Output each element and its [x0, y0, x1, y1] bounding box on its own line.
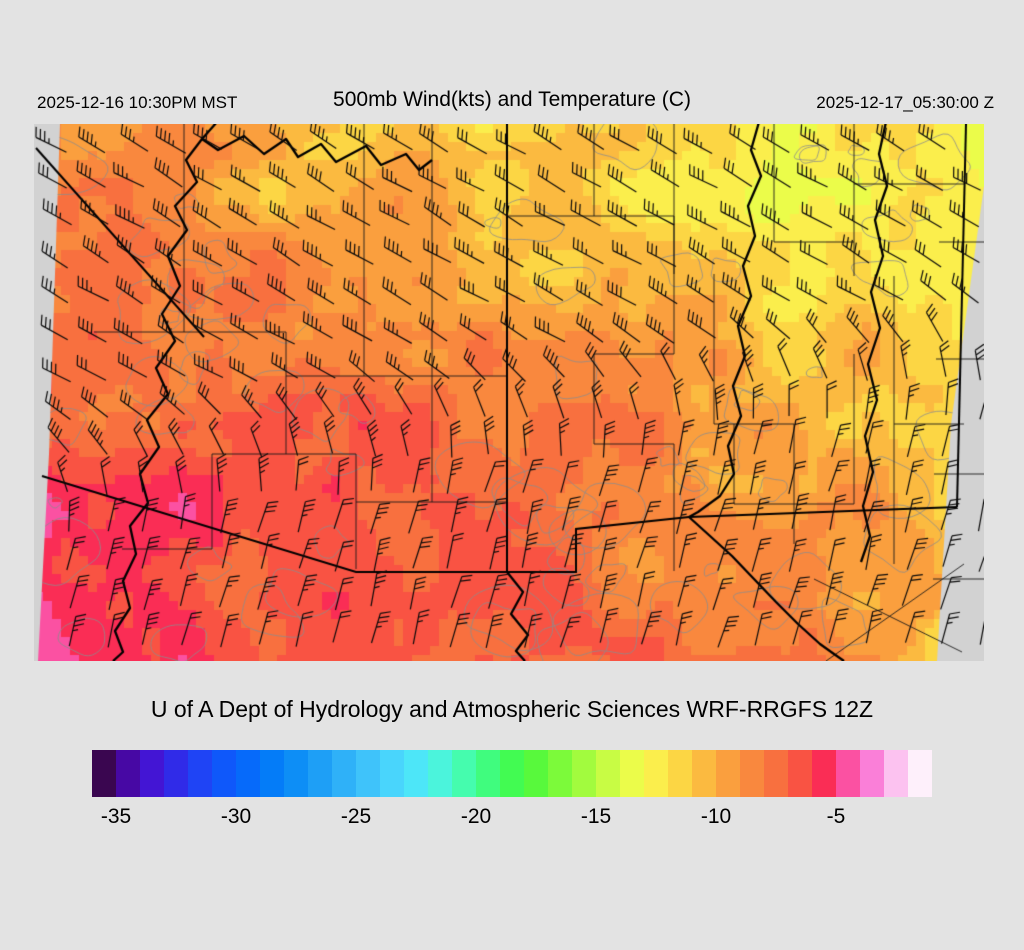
colorbar-segment	[548, 750, 572, 797]
colorbar-segment	[116, 750, 140, 797]
colorbar-segment	[812, 750, 836, 797]
colorbar-tick-label: -25	[340, 805, 372, 828]
colorbar-segment	[404, 750, 428, 797]
valid-time-utc: 2025-12-17_05:30:00 Z	[816, 93, 994, 112]
colorbar-segment	[740, 750, 764, 797]
colorbar-tick-label: -35	[100, 805, 132, 828]
colorbar-segment	[356, 750, 380, 797]
colorbar-segment	[644, 750, 668, 797]
colorbar-segment	[428, 750, 452, 797]
colorbar-segment	[260, 750, 284, 797]
colorbar-segment	[908, 750, 932, 797]
colorbar-segment	[236, 750, 260, 797]
colorbar-segment	[284, 750, 308, 797]
colorbar-tick-label: -30	[220, 805, 252, 828]
page-title: 500mb Wind(kts) and Temperature (C)	[333, 88, 691, 111]
colorbar-segment	[884, 750, 908, 797]
colorbar-tick-label: -20	[460, 805, 492, 828]
colorbar-segment	[716, 750, 740, 797]
colorbar-tick-label: -15	[580, 805, 612, 828]
colorbar-segment	[452, 750, 476, 797]
colorbar-segment	[212, 750, 236, 797]
colorbar-segment	[308, 750, 332, 797]
colorbar-segment	[524, 750, 548, 797]
colorbar-segment	[692, 750, 716, 797]
temperature-wind-map-canvas	[34, 124, 984, 661]
colorbar-segment	[860, 750, 884, 797]
colorbar-tick-label: -5	[826, 805, 846, 828]
colorbar-segment	[572, 750, 596, 797]
colorbar-segment	[836, 750, 860, 797]
valid-time-local: 2025-12-16 10:30PM MST	[37, 93, 238, 112]
colorbar-segment	[500, 750, 524, 797]
colorbar-segment	[788, 750, 812, 797]
colorbar-segment	[164, 750, 188, 797]
colorbar-segment	[332, 750, 356, 797]
colorbar-segment	[668, 750, 692, 797]
colorbar-segment	[596, 750, 620, 797]
colorbar-segment	[380, 750, 404, 797]
colorbar-segment	[764, 750, 788, 797]
colorbar-segment	[476, 750, 500, 797]
colorbar-segment	[140, 750, 164, 797]
caption: U of A Dept of Hydrology and Atmospheric…	[150, 696, 874, 722]
colorbar-segment	[92, 750, 116, 797]
weather-map	[34, 124, 984, 661]
colorbar-tick-label: -10	[700, 805, 732, 828]
colorbar-segment	[620, 750, 644, 797]
temperature-colorbar	[92, 750, 932, 797]
colorbar-segment	[188, 750, 212, 797]
